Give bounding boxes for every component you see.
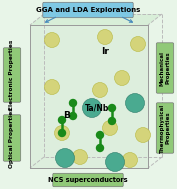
Circle shape	[125, 94, 144, 112]
Text: Optical Properties: Optical Properties	[10, 108, 15, 168]
Circle shape	[109, 105, 116, 112]
Circle shape	[55, 125, 70, 140]
FancyBboxPatch shape	[3, 48, 21, 102]
FancyBboxPatch shape	[3, 115, 21, 161]
Circle shape	[59, 116, 65, 123]
Circle shape	[96, 132, 104, 139]
Text: NCS superconductors: NCS superconductors	[48, 177, 128, 183]
Circle shape	[70, 99, 76, 106]
Circle shape	[56, 149, 75, 167]
Circle shape	[59, 129, 65, 136]
Circle shape	[115, 70, 130, 85]
FancyBboxPatch shape	[43, 2, 133, 18]
FancyBboxPatch shape	[156, 43, 174, 93]
Circle shape	[93, 83, 107, 98]
Text: Electronic Properties: Electronic Properties	[10, 40, 15, 110]
Text: Mechanical
Properties: Mechanical Properties	[160, 50, 170, 85]
Circle shape	[122, 153, 138, 167]
Circle shape	[136, 128, 150, 143]
Circle shape	[109, 118, 116, 125]
Circle shape	[82, 98, 101, 118]
Text: GGA and LDA Explorations: GGA and LDA Explorations	[36, 7, 140, 13]
Circle shape	[130, 36, 145, 51]
Circle shape	[98, 29, 113, 44]
Text: Ta/Nb: Ta/Nb	[85, 104, 109, 112]
FancyBboxPatch shape	[53, 173, 123, 187]
FancyBboxPatch shape	[156, 103, 174, 153]
Circle shape	[70, 112, 76, 119]
Circle shape	[96, 145, 104, 152]
Text: Ir: Ir	[101, 47, 109, 57]
Polygon shape	[30, 25, 148, 168]
Circle shape	[44, 33, 59, 47]
Text: B: B	[64, 112, 70, 121]
Circle shape	[44, 80, 59, 94]
Text: Thermophysical
Properties: Thermophysical Properties	[160, 103, 170, 153]
Circle shape	[102, 121, 118, 136]
Polygon shape	[30, 14, 162, 25]
Circle shape	[105, 153, 124, 171]
Circle shape	[73, 149, 87, 164]
